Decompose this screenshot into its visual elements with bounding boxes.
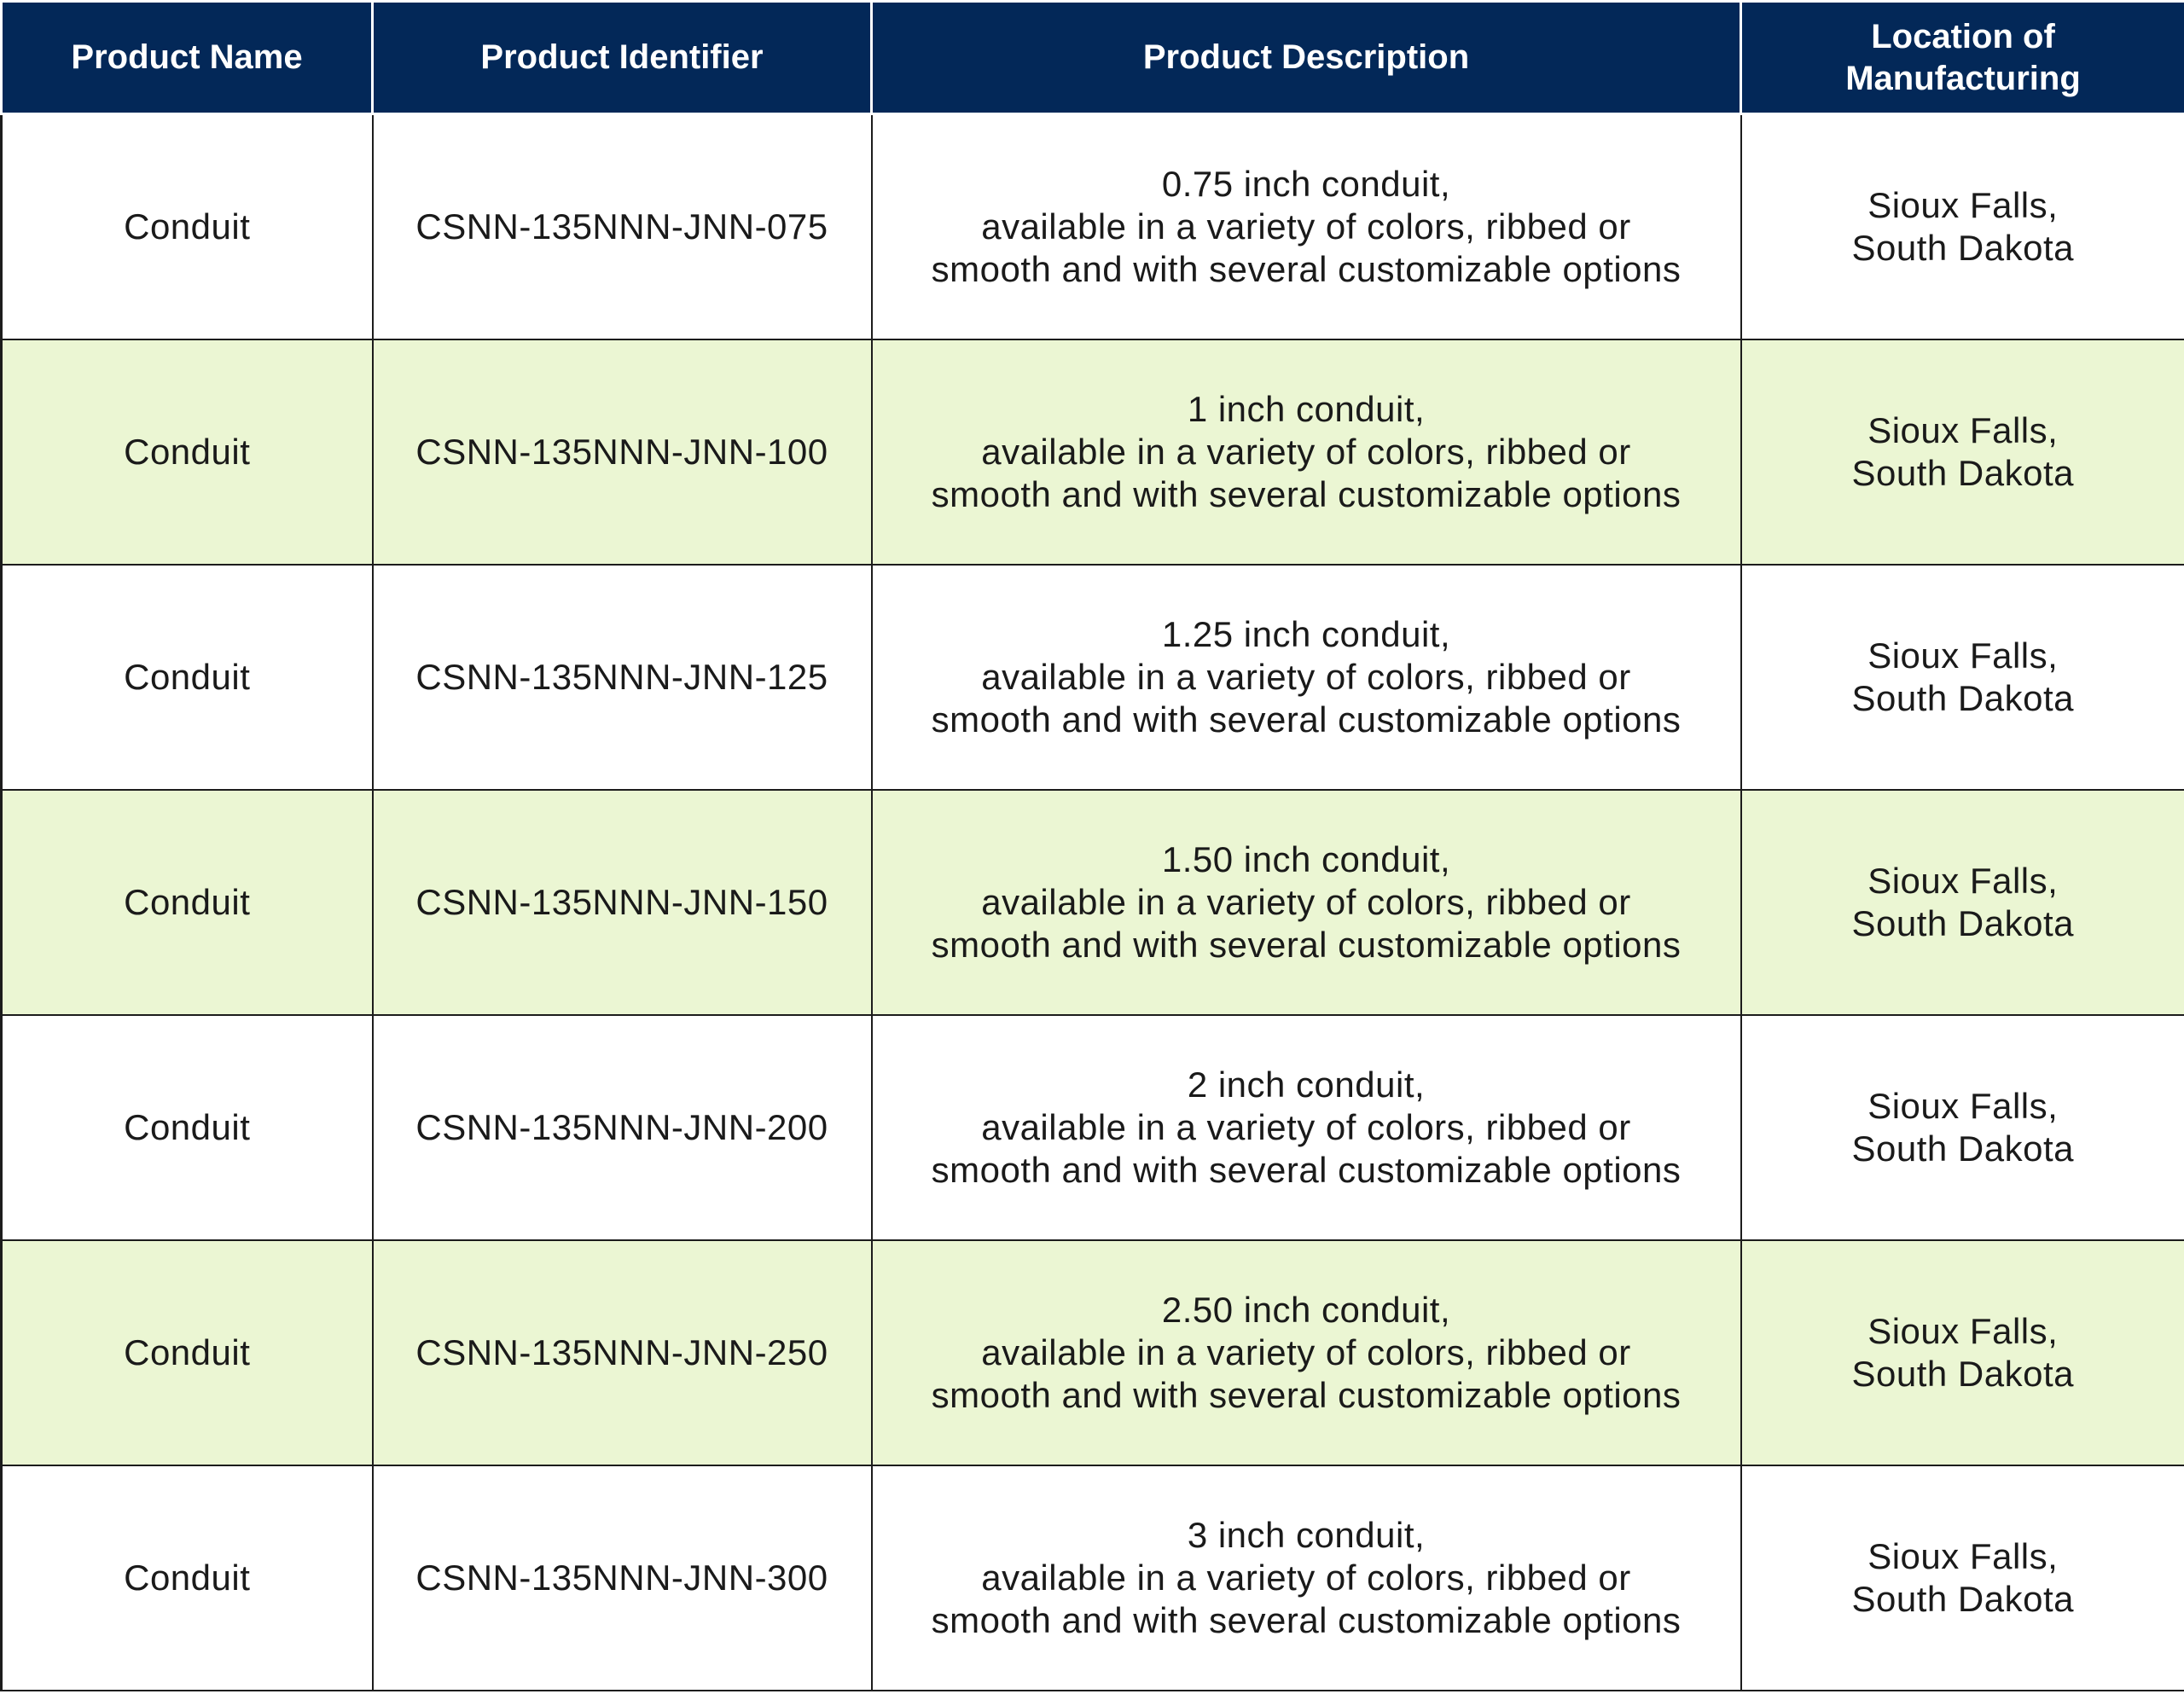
cell-product-identifier: CSNN-135NNN-JNN-250 [371,1239,873,1466]
table-header: Product Name Product Identifier Product … [0,0,2184,115]
product-identifier: CSNN-135NNN-JNN-075 [415,206,828,247]
cell-product-description: 1.25 inch conduit, available in a variety… [870,563,1742,791]
description-line: 1.50 inch conduit, [1161,838,1451,879]
description-line: available in a variety of colors, ribbed… [981,1331,1631,1372]
cell-product-identifier: CSNN-135NNN-JNN-075 [371,113,873,340]
location-line: South Dakota [1851,1578,2074,1619]
product-name: Conduit [124,1557,251,1598]
location-line: Sioux Falls, [1867,184,2059,225]
product-name: Conduit [124,431,251,472]
cell-location: Sioux Falls, South Dakota [1740,1013,2184,1241]
table-row: Conduit CSNN-135NNN-JNN-150 1.50 inch cond… [0,788,2184,1016]
cell-product-name: Conduit [0,1013,374,1241]
table-row: Conduit CSNN-135NNN-JNN-075 0.75 inch cond… [0,113,2184,340]
cell-product-description: 1 inch conduit, available in a variety of… [870,338,1742,566]
cell-location: Sioux Falls, South Dakota [1740,1464,2184,1691]
description-line: available in a variety of colors, ribbed… [981,881,1631,922]
cell-product-description: 0.75 inch conduit, available in a variety… [870,113,1742,340]
description-line: 3 inch conduit, [1187,1514,1426,1555]
table-row: Conduit CSNN-135NNN-JNN-100 1 inch conduit… [0,338,2184,566]
cell-product-name: Conduit [0,1464,374,1691]
product-identifier: CSNN-135NNN-JNN-200 [415,1106,828,1147]
table-body: Conduit CSNN-135NNN-JNN-075 0.75 inch cond… [0,113,2184,1691]
cell-product-name: Conduit [0,113,374,340]
cell-product-description: 2 inch conduit, available in a variety of… [870,1013,1742,1241]
product-identifier: CSNN-135NNN-JNN-250 [415,1331,828,1372]
product-name: Conduit [124,656,251,697]
location-line: Sioux Falls, [1867,860,2059,901]
description-line: 2 inch conduit, [1187,1064,1426,1105]
cell-location: Sioux Falls, South Dakota [1740,563,2184,791]
cell-product-identifier: CSNN-135NNN-JNN-150 [371,788,873,1016]
header-label: Product Name [71,38,303,76]
location-line: South Dakota [1851,1353,2074,1394]
product-identifier: CSNN-135NNN-JNN-150 [415,881,828,922]
product-identifier: CSNN-135NNN-JNN-300 [415,1557,828,1598]
table-row: Conduit CSNN-135NNN-JNN-125 1.25 inch cond… [0,563,2184,791]
location-line: Sioux Falls, [1867,409,2059,450]
cell-location: Sioux Falls, South Dakota [1740,1239,2184,1466]
location-line: South Dakota [1851,902,2074,943]
header-label: Product Identifier [480,38,764,76]
cell-location: Sioux Falls, South Dakota [1740,338,2184,566]
location-line: South Dakota [1851,227,2074,268]
location-line: Sioux Falls, [1867,1310,2059,1351]
header-row: Product Name Product Identifier Product … [0,0,2184,115]
header-location-of-manufacturing: Location of Manufacturing [1740,0,2184,115]
header-label-line-1: Location of [1871,17,2055,55]
location-line: South Dakota [1851,452,2074,493]
description-line: 0.75 inch conduit, [1161,163,1451,204]
product-identifier: CSNN-135NNN-JNN-125 [415,656,828,697]
description-line: smooth and with several customizable opt… [931,1149,1682,1190]
description-line: smooth and with several customizable opt… [931,1599,1682,1640]
description-line: available in a variety of colors, ribbed… [981,656,1631,697]
product-name: Conduit [124,206,251,247]
location-line: Sioux Falls, [1867,1535,2059,1576]
product-name: Conduit [124,881,251,922]
description-line: smooth and with several customizable opt… [931,699,1682,740]
header-label: Product Description [1142,38,1470,76]
description-line: available in a variety of colors, ribbed… [981,1557,1631,1598]
description-line: available in a variety of colors, ribbed… [981,431,1631,472]
header-label-line-2: Manufacturing [1845,59,2081,97]
cell-product-name: Conduit [0,788,374,1016]
header-product-description: Product Description [870,0,1742,115]
product-identifier: CSNN-135NNN-JNN-100 [415,431,828,472]
description-line: available in a variety of colors, ribbed… [981,206,1631,247]
cell-location: Sioux Falls, South Dakota [1740,113,2184,340]
cell-product-identifier: CSNN-135NNN-JNN-300 [371,1464,873,1691]
cell-product-description: 2.50 inch conduit, available in a variety… [870,1239,1742,1466]
cell-product-description: 3 inch conduit, available in a variety of… [870,1464,1742,1691]
table-row: Conduit CSNN-135NNN-JNN-200 2 inch conduit… [0,1013,2184,1241]
cell-product-description: 1.50 inch conduit, available in a variety… [870,788,1742,1016]
table-row: Conduit CSNN-135NNN-JNN-250 2.50 inch cond… [0,1239,2184,1466]
cell-product-name: Conduit [0,1239,374,1466]
product-name: Conduit [124,1106,251,1147]
description-line: smooth and with several customizable opt… [931,473,1682,514]
cell-location: Sioux Falls, South Dakota [1740,788,2184,1016]
cell-product-name: Conduit [0,563,374,791]
cell-product-identifier: CSNN-135NNN-JNN-100 [371,338,873,566]
description-line: 1 inch conduit, [1187,388,1426,429]
header-product-name: Product Name [0,0,374,115]
description-line: smooth and with several customizable opt… [931,1374,1682,1415]
location-line: Sioux Falls, [1867,635,2059,676]
table-row: Conduit CSNN-135NNN-JNN-300 3 inch conduit… [0,1464,2184,1691]
cell-product-name: Conduit [0,338,374,566]
description-line: smooth and with several customizable opt… [931,924,1682,965]
cell-product-identifier: CSNN-135NNN-JNN-200 [371,1013,873,1241]
location-line: Sioux Falls, [1867,1085,2059,1126]
description-line: 2.50 inch conduit, [1161,1289,1451,1330]
cell-product-identifier: CSNN-135NNN-JNN-125 [371,563,873,791]
location-line: South Dakota [1851,1128,2074,1169]
location-line: South Dakota [1851,677,2074,718]
header-product-identifier: Product Identifier [371,0,873,115]
description-line: smooth and with several customizable opt… [931,248,1682,289]
product-name: Conduit [124,1331,251,1372]
description-line: available in a variety of colors, ribbed… [981,1106,1631,1147]
description-line: 1.25 inch conduit, [1161,613,1451,654]
